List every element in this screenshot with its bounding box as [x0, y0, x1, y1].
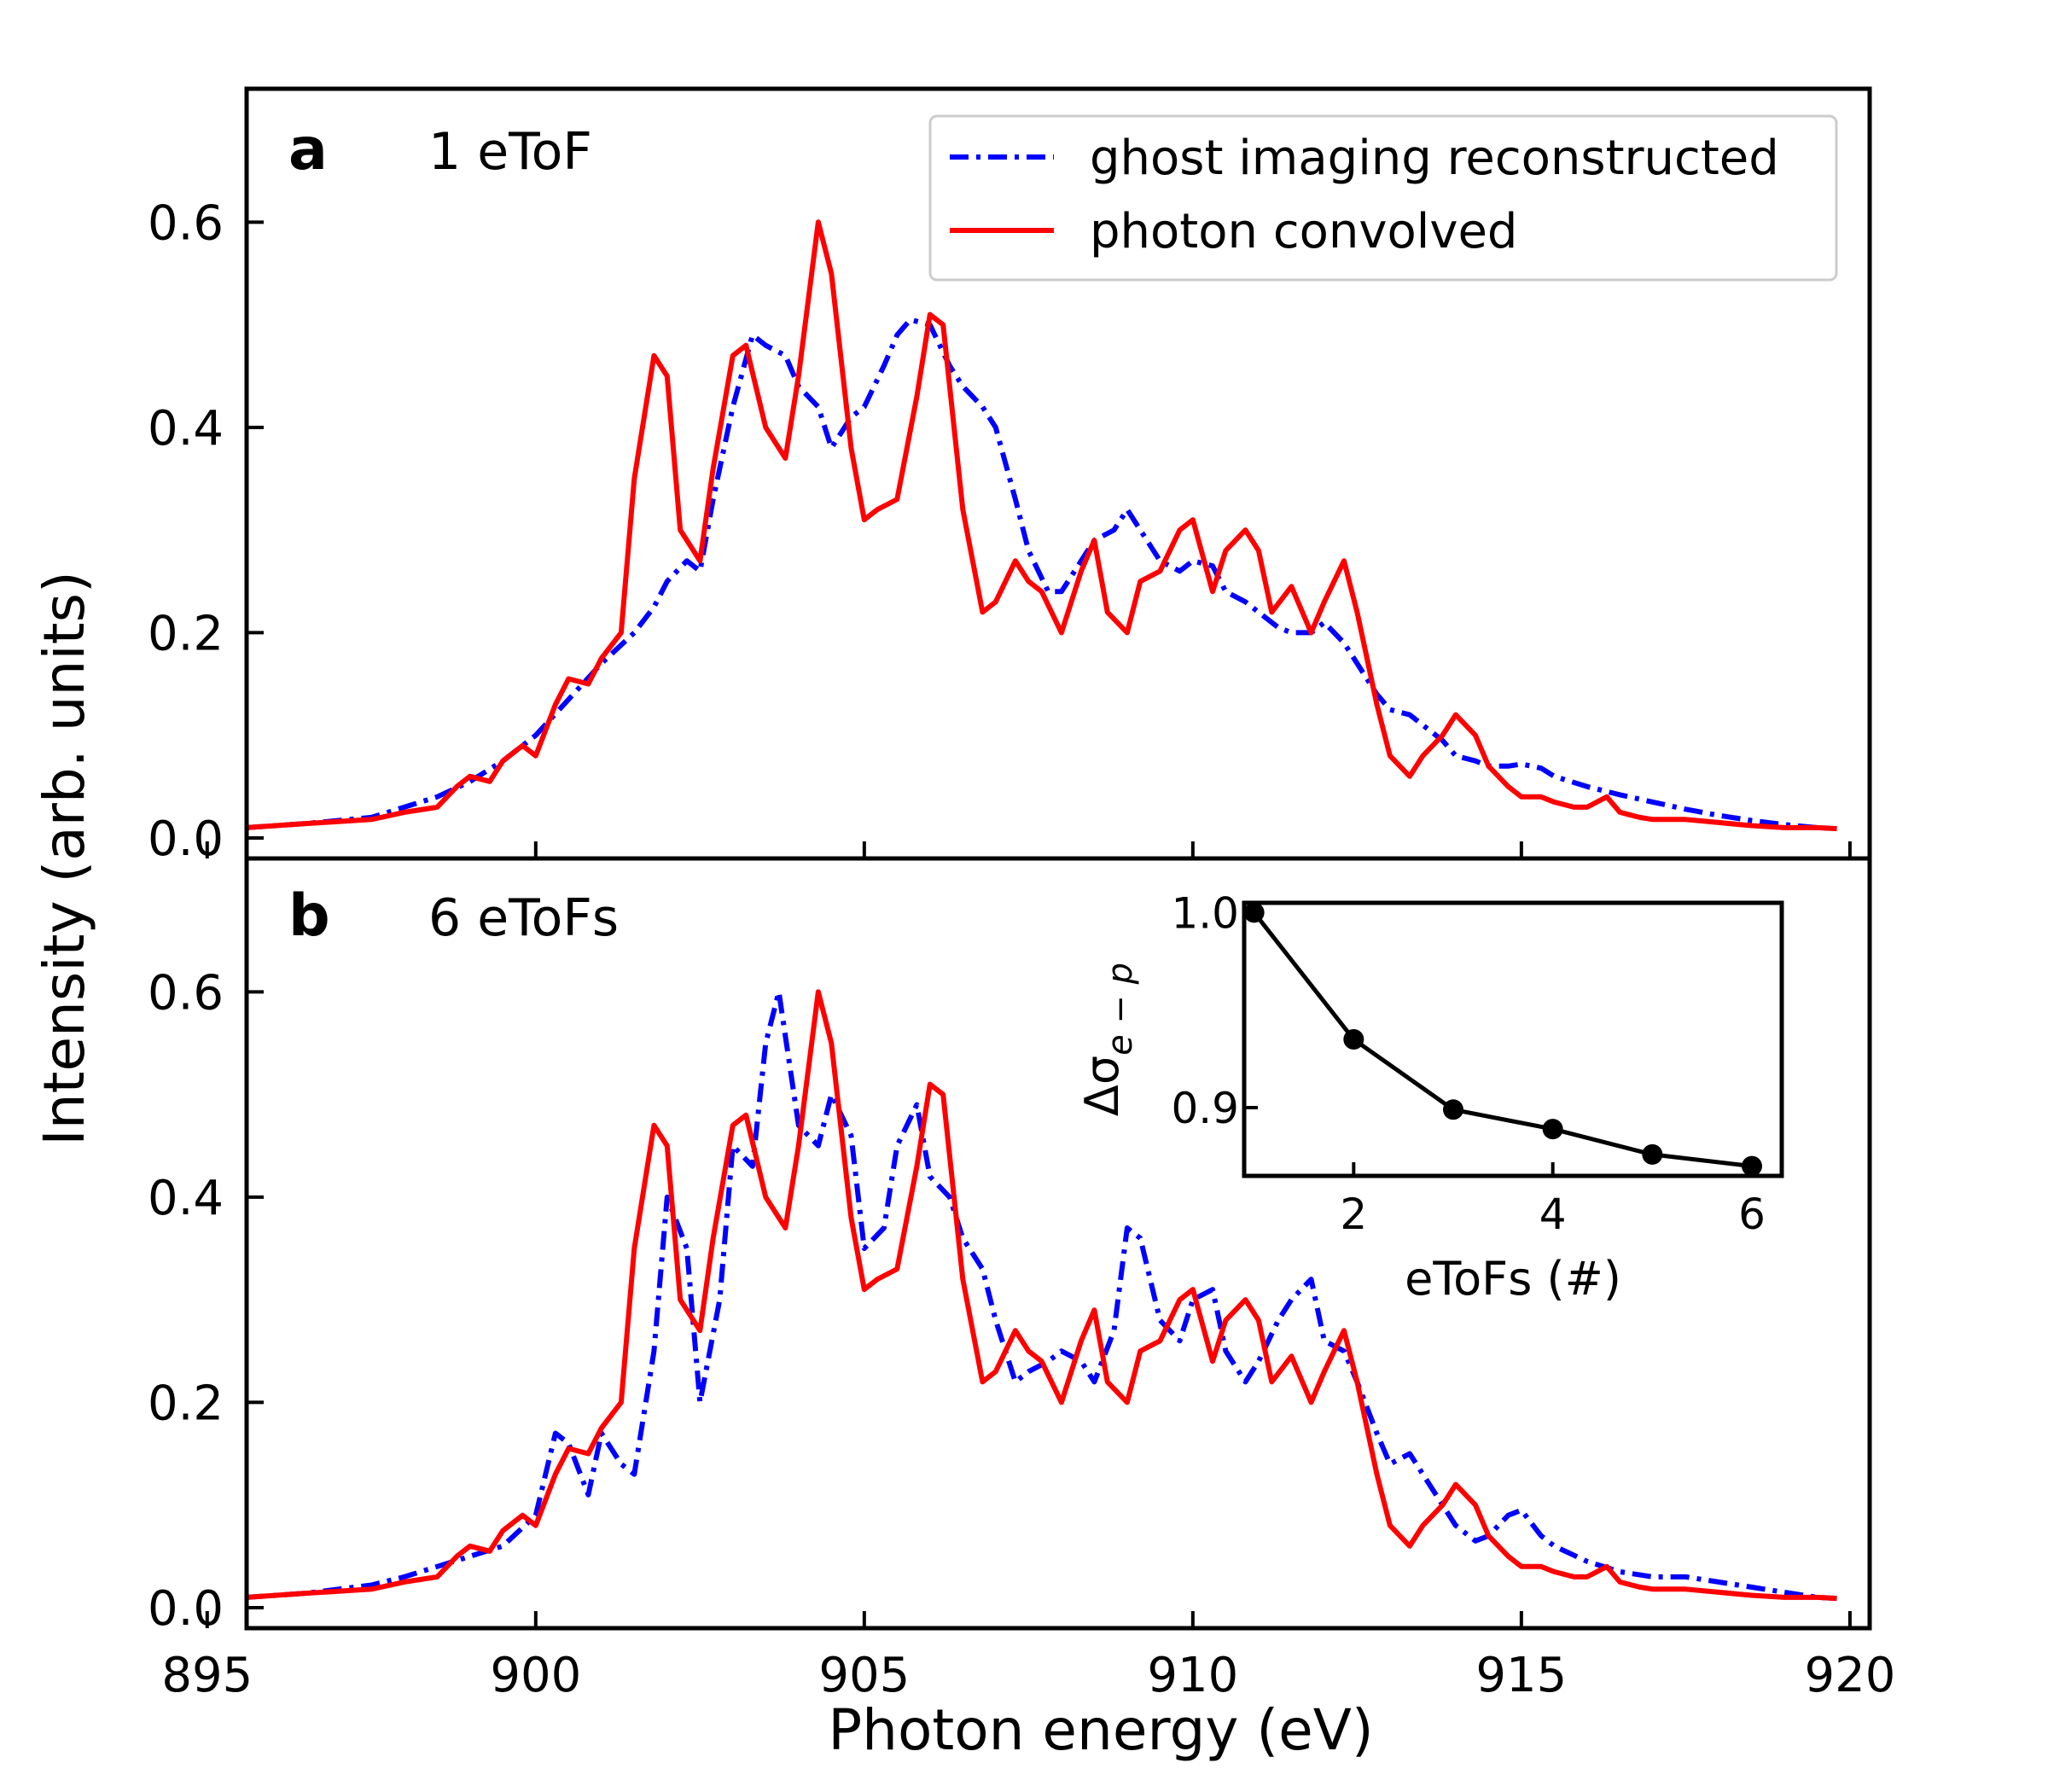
panel-a-series-photon-convolved	[248, 219, 1837, 832]
panel-a-y-ticks: 0.0 0.2 0.4 0.6	[148, 195, 264, 867]
x-tick-label: 895	[161, 1648, 253, 1703]
panel-b: 0.0 0.2 0.4 0.6 895 900 905 910 915 920 b 6 eToF…	[148, 882, 1895, 1703]
panel-a-series-ghost-imaging-reconstructed	[248, 317, 1837, 832]
inset-y-tick-label: 1.0	[1171, 888, 1239, 938]
x-tick-label: 915	[1475, 1648, 1567, 1703]
inset-x-tick-label: 4	[1539, 1190, 1567, 1239]
inset-frame	[1242, 900, 1784, 1178]
inset-y-axis-title-main: Δσ	[1075, 1056, 1129, 1116]
inset-point	[1343, 1029, 1364, 1050]
inset-point	[1443, 1099, 1463, 1120]
panel-a-letter: a	[288, 116, 328, 183]
inset-x-tick-label: 6	[1738, 1190, 1766, 1239]
inset-point	[1642, 1143, 1663, 1165]
y-axis-title: Intensity (arb. units)	[32, 571, 97, 1145]
panel-a-y-tick-label: 0.4	[148, 401, 224, 457]
x-tick-label: 920	[1804, 1648, 1895, 1703]
inset-y-axis-title: Δσe − p	[1075, 963, 1140, 1116]
inset-point	[1742, 1155, 1762, 1177]
panel-a-y-tick-label: 0.2	[148, 606, 224, 661]
legend-frame	[928, 114, 1838, 282]
legend-label-ghost-imaging: ghost imaging reconstructed	[1090, 131, 1779, 186]
panel-a-series-group	[248, 219, 1837, 832]
panel-a-y-tick-label: 0.0	[148, 812, 224, 867]
inset-point	[1243, 902, 1265, 923]
panel-a-y-tick-label: 0.6	[148, 195, 224, 251]
inset-y-axis-title-sub: e − p	[1101, 963, 1140, 1056]
panel-b-y-tick-label: 0.4	[148, 1171, 224, 1226]
inset-plot: 2 4 6 0.9 1.0 eToFs (#) Δσe − p	[1075, 888, 1784, 1306]
panel-b-x-ticks: 895 900 905 910 915 920	[161, 1611, 1895, 1703]
panel-a-tag: 1 eToF	[428, 122, 592, 182]
panel-b-y-tick-label: 0.0	[148, 1581, 224, 1637]
panel-b-letter: b	[288, 882, 330, 950]
panel-b-tag: 6 eToFs	[428, 888, 619, 948]
legend-label-photon-convolved: photon convolved	[1090, 204, 1517, 259]
panel-b-y-tick-label: 0.2	[148, 1376, 224, 1431]
panel-b-series-group	[248, 989, 1837, 1602]
legend: ghost imaging reconstructed photon convo…	[928, 114, 1838, 282]
panel-a: 0.0 0.2 0.4 0.6 a 1 eToF ghost imaging reco…	[148, 114, 1852, 867]
x-tick-label: 905	[818, 1648, 910, 1703]
panel-b-y-ticks: 0.0 0.2 0.4 0.6	[148, 965, 264, 1637]
inset-ticks: 2 4 6 0.9 1.0	[1171, 888, 1765, 1239]
inset-y-tick-label: 0.9	[1171, 1084, 1239, 1133]
panel-a-x-ticks	[205, 841, 1852, 858]
inset-series	[1243, 902, 1762, 1177]
panel-b-y-tick-label: 0.6	[148, 965, 224, 1021]
inset-point	[1542, 1119, 1563, 1140]
x-tick-label: 910	[1147, 1648, 1238, 1703]
inset-line	[1252, 911, 1753, 1169]
inset-x-axis-title: eToFs (#)	[1405, 1252, 1621, 1306]
inset-x-tick-label: 2	[1340, 1190, 1367, 1239]
x-axis-title: Photon energy (eV)	[828, 1697, 1373, 1763]
panel-b-series-photon-convolved	[248, 989, 1837, 1602]
x-tick-label: 900	[490, 1648, 581, 1703]
